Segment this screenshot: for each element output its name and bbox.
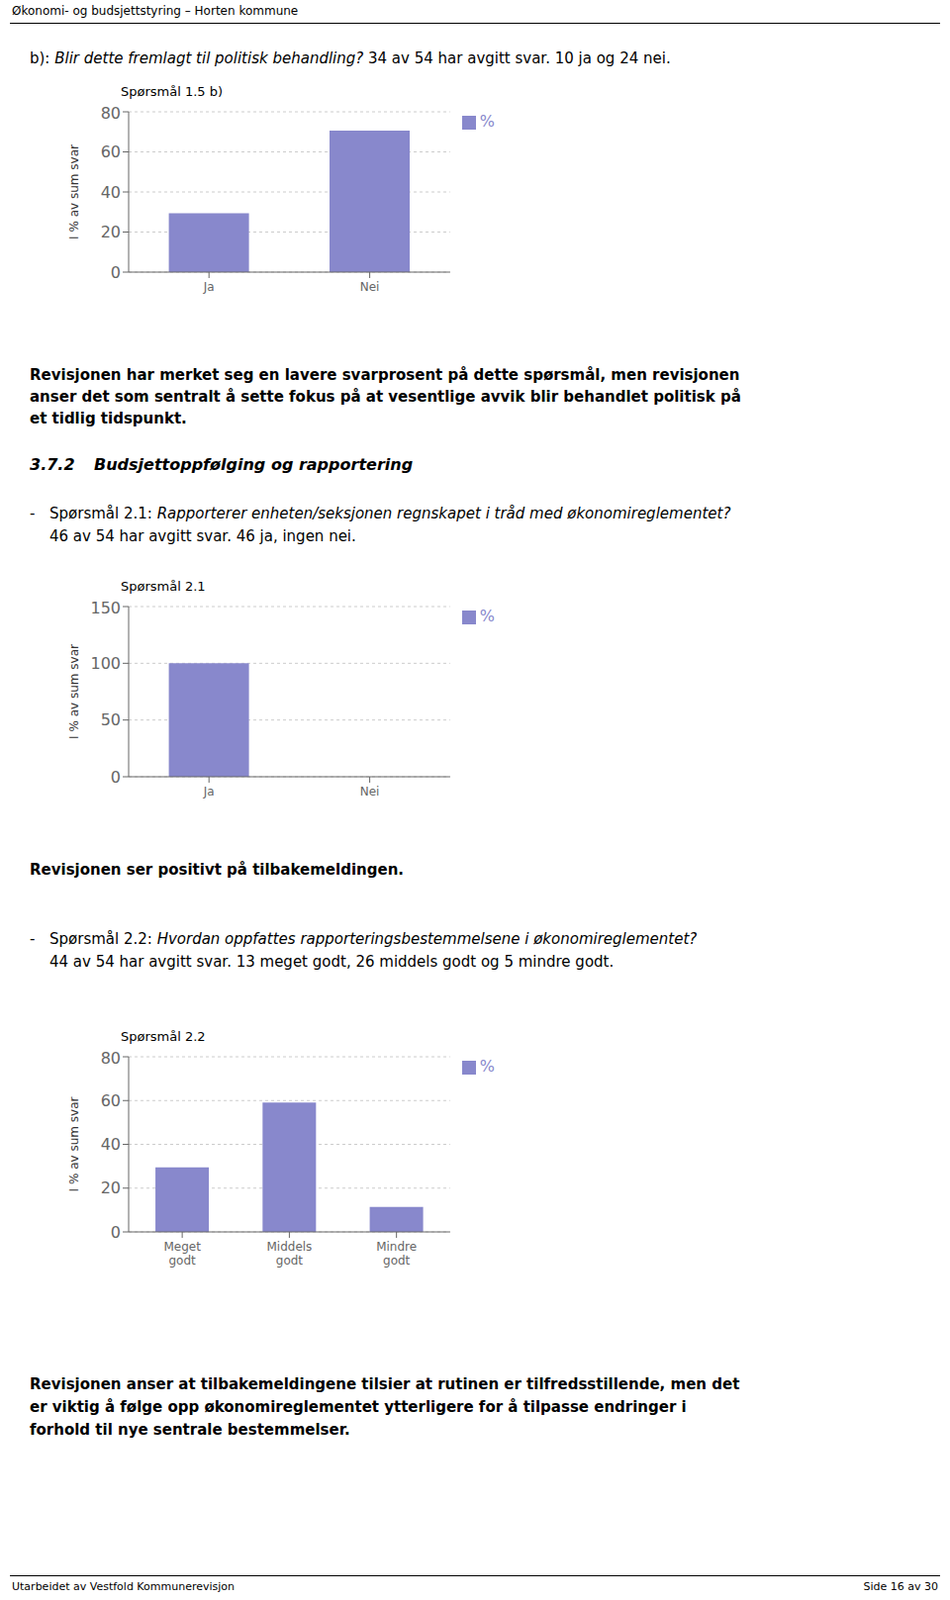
- svg-text:80: 80: [100, 1048, 121, 1068]
- html-text:er viktig å følge opp økonomir: er viktig å følge opp økonomireglementet…: [29, 1398, 687, 1417]
- svg-text:100: 100: [90, 654, 121, 673]
- svg-text:Megetgodt: Megetgodt: [163, 1239, 201, 1268]
- svg-text:50: 50: [100, 710, 121, 730]
- svg-text:60: 60: [100, 1091, 121, 1111]
- html-text:3.7.2: 3.7.2: [29, 455, 75, 475]
- svg-text:Mindregodt: Mindregodt: [376, 1239, 417, 1268]
- svg-text:I % av sum svar: I % av sum svar: [67, 1097, 82, 1193]
- html-text:46 av 54 har avgitt svar. 46 j: 46 av 54 har avgitt svar. 46 ja, ingen n…: [49, 527, 357, 546]
- svg-text:20: 20: [100, 222, 121, 242]
- html-text:Side 16 av 30: Side 16 av 30: [863, 1580, 939, 1594]
- svg-text:20: 20: [100, 1178, 121, 1198]
- svg-text:40: 40: [100, 183, 121, 202]
- svg-text:Ja: Ja: [202, 280, 215, 294]
- html-text:Spørsmål 1.5 b): Spørsmål 1.5 b): [120, 84, 223, 99]
- svg-text:I % av sum svar: I % av sum svar: [67, 644, 82, 740]
- svg-text:Nei: Nei: [360, 784, 380, 799]
- html-text:Budsjettoppfølging og rapporte: Budsjettoppfølging og rapportering: [94, 455, 413, 475]
- html-text:Spørsmål 2.1: Rapporterer enhe: Spørsmål 2.1: Rapporterer enheten/seksjo…: [49, 504, 731, 523]
- svg-text:I % av sum svar: I % av sum svar: [67, 144, 82, 240]
- svg-text:Ja: Ja: [202, 784, 215, 799]
- svg-text:40: 40: [100, 1135, 121, 1154]
- html-text:forhold til nye sentrale beste: forhold til nye sentrale bestemmelser.: [29, 1421, 351, 1439]
- svg-text:Middelsgodt: Middelsgodt: [266, 1239, 312, 1268]
- html-text:Revisjonen ser positivt på til: Revisjonen ser positivt på tilbakemeldin…: [29, 860, 404, 879]
- html-text:Revisjonen anser at tilbakemel: Revisjonen anser at tilbakemeldingene ti…: [29, 1375, 740, 1394]
- svg-text:0: 0: [110, 1223, 121, 1242]
- svg-text:80: 80: [100, 103, 121, 123]
- html-text:b): Blir dette fremlagt til po: b): Blir dette fremlagt til politisk beh…: [29, 49, 671, 68]
- html-text:Spørsmål 2.2: Hvordan oppfatte: Spørsmål 2.2: Hvordan oppfattes rapporte…: [49, 930, 697, 949]
- html-text:44 av 54 har avgitt svar. 13 m: 44 av 54 har avgitt svar. 13 meget godt,…: [49, 952, 614, 971]
- html-text:Økonomi- og budsjettstyring –: Økonomi- og budsjettstyring – Horten kom…: [11, 3, 299, 18]
- svg-text:60: 60: [100, 142, 121, 162]
- html-text:et tidlig tidspunkt.: et tidlig tidspunkt.: [29, 409, 187, 428]
- html-text:anser det som sentralt å sette: anser det som sentralt å sette fokus på …: [29, 387, 741, 406]
- svg-text:Nei: Nei: [360, 280, 380, 294]
- html-text:Revisjonen har merket seg en l: Revisjonen har merket seg en lavere svar…: [29, 366, 740, 384]
- svg-text:150: 150: [90, 598, 121, 618]
- html-text:Utarbeidet av Vestfold Kommune: Utarbeidet av Vestfold Kommunerevisjon: [11, 1580, 235, 1594]
- html-text:Spørsmål 2.1: Spørsmål 2.1: [120, 578, 206, 594]
- svg-text:0: 0: [110, 263, 121, 283]
- svg-text:0: 0: [110, 767, 121, 787]
- html-text:Spørsmål 2.2: Spørsmål 2.2: [120, 1029, 206, 1045]
